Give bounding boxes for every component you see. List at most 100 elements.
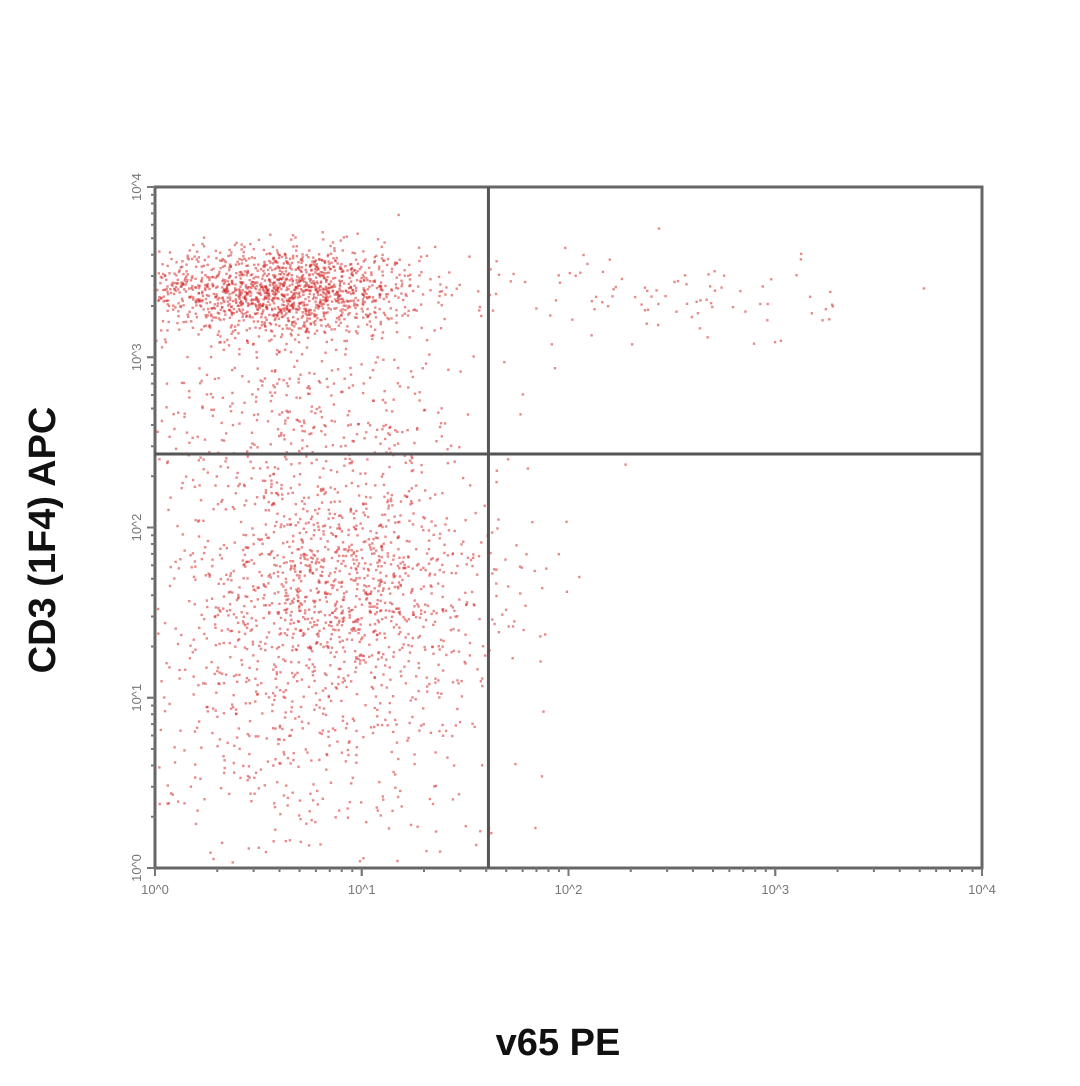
event-point [176, 321, 179, 325]
event-point [382, 587, 385, 590]
event-point [383, 561, 386, 565]
event-point [293, 365, 296, 368]
event-point [339, 514, 342, 517]
event-point [241, 281, 245, 284]
event-point [183, 279, 186, 282]
event-point [237, 638, 241, 641]
event-point [369, 563, 372, 566]
event-point [244, 259, 248, 262]
event-point [302, 325, 305, 328]
event-point [324, 351, 327, 354]
event-point [394, 286, 398, 289]
event-point [224, 260, 227, 264]
event-point [200, 379, 203, 383]
event-point [428, 682, 431, 686]
event-point [291, 302, 294, 306]
event-point [158, 250, 161, 253]
event-point [259, 379, 262, 382]
event-point [480, 764, 484, 767]
event-point [333, 571, 337, 574]
event-point [276, 382, 279, 385]
event-point [465, 563, 468, 566]
event-point [442, 639, 445, 643]
event-point [383, 636, 387, 640]
event-point [236, 680, 239, 684]
x-tick-label: 10^0 [141, 882, 169, 897]
event-point [380, 723, 384, 727]
event-point [183, 412, 186, 415]
event-point [334, 609, 337, 612]
event-point [325, 294, 328, 297]
event-point [342, 270, 345, 273]
event-point [231, 591, 234, 594]
event-point [338, 526, 341, 529]
event-point [228, 302, 231, 306]
event-point [364, 258, 367, 261]
event-point [557, 552, 561, 556]
event-point [178, 291, 181, 294]
event-point [257, 644, 261, 648]
event-point [169, 792, 173, 795]
event-point [319, 285, 322, 288]
event-point [190, 566, 193, 569]
event-point [390, 615, 394, 618]
event-point [342, 598, 345, 601]
event-point [320, 304, 324, 307]
event-point [408, 263, 411, 267]
event-point [306, 289, 310, 292]
event-point [360, 603, 364, 606]
event-point [464, 518, 467, 522]
event-point [336, 527, 339, 530]
event-point [286, 756, 290, 760]
event-point [425, 849, 428, 853]
event-point [315, 265, 319, 268]
event-point [194, 648, 197, 651]
event-point [315, 633, 319, 636]
event-point [380, 245, 384, 249]
event-point [360, 548, 363, 551]
y-tick-label: 10^0 [129, 854, 144, 882]
event-point [222, 712, 226, 715]
event-point [397, 296, 400, 299]
event-point [379, 571, 382, 574]
event-point [339, 294, 342, 298]
event-point [269, 399, 273, 403]
event-point [328, 512, 331, 515]
event-point [261, 277, 264, 280]
event-point [261, 288, 265, 292]
event-point [341, 681, 344, 684]
event-point [411, 523, 415, 526]
event-point [327, 646, 330, 650]
event-point [480, 541, 483, 544]
event-point [235, 598, 239, 602]
event-point [254, 287, 258, 291]
event-point [428, 353, 431, 356]
event-point [163, 696, 166, 699]
event-point [268, 553, 272, 556]
event-point [436, 691, 440, 695]
event-point [230, 629, 234, 633]
event-point [286, 274, 289, 277]
event-point [254, 690, 258, 693]
event-point [493, 622, 496, 626]
event-point [220, 259, 224, 263]
event-point [386, 499, 390, 502]
event-point [352, 291, 355, 294]
event-point [363, 300, 367, 304]
event-point [273, 268, 277, 271]
event-point [325, 377, 328, 381]
event-point [332, 403, 336, 406]
event-point [276, 781, 279, 784]
event-point [335, 300, 338, 303]
event-point [313, 282, 316, 285]
event-point [448, 271, 451, 274]
event-point [301, 727, 304, 730]
event-point [370, 671, 373, 674]
event-point [184, 320, 188, 324]
event-point [226, 741, 229, 745]
event-point [264, 305, 268, 309]
event-point [363, 513, 367, 517]
event-point [364, 704, 367, 707]
event-point [313, 669, 316, 673]
event-point [280, 278, 284, 281]
